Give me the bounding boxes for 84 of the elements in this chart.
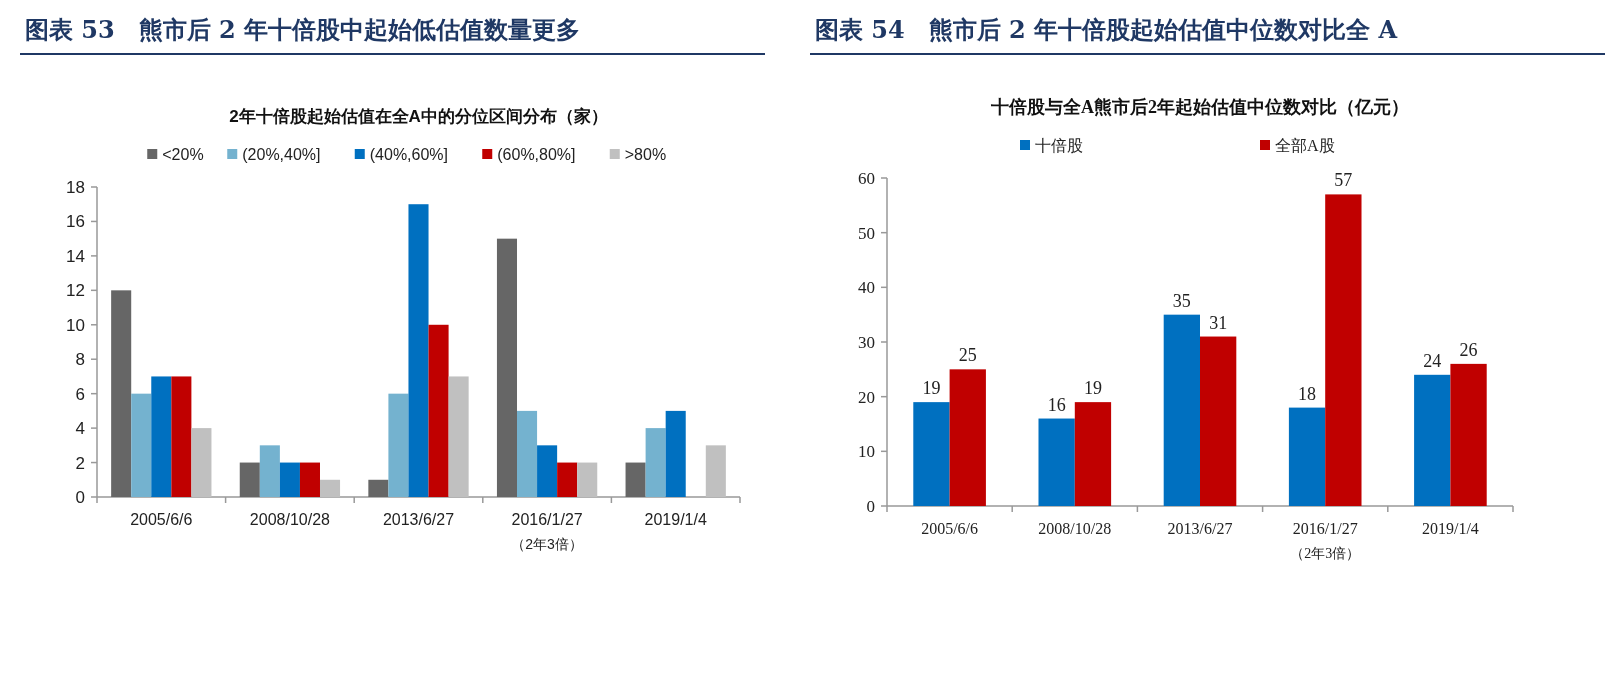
bar [1163, 314, 1200, 506]
legend-label: <20% [162, 146, 204, 163]
bar [537, 445, 558, 497]
data-label: 16 [1047, 394, 1066, 415]
bar [496, 238, 518, 497]
bar [239, 462, 260, 497]
x-tick-label: 2019/1/4 [1421, 520, 1479, 537]
y-tick-label: 0 [75, 488, 85, 507]
bar [705, 445, 726, 497]
bar [625, 462, 646, 497]
y-tick-label: 0 [866, 497, 875, 516]
x-tick-label: 2016/1/27 [511, 511, 583, 528]
bar [1414, 374, 1451, 506]
chart-subtitle: 2年十倍股起始估值在全A中的分位区间分布（家） [229, 107, 608, 126]
legend-label: (60%,80%] [497, 146, 576, 163]
x-tick-label: 2008/10/28 [1038, 520, 1112, 537]
bar [151, 376, 172, 497]
data-label: 19 [1083, 378, 1102, 399]
bar [408, 204, 429, 497]
data-label: 31 [1209, 312, 1228, 333]
bar [1200, 336, 1237, 506]
y-tick-label: 10 [66, 315, 85, 335]
x-tick-label: 2013/6/27 [1167, 520, 1233, 537]
text: （2年3倍） [511, 536, 583, 552]
y-tick-label: 2 [75, 453, 85, 473]
x-tick-label: 2008/10/28 [249, 511, 331, 528]
bar [191, 428, 212, 497]
bar [428, 324, 449, 497]
bar [1450, 363, 1487, 506]
y-tick-label: 8 [75, 350, 85, 370]
x-tick-label: 2005/6/6 [130, 511, 193, 528]
y-tick-label: 50 [858, 223, 875, 243]
data-label: 26 [1459, 339, 1478, 360]
bar [577, 462, 598, 497]
bar [645, 428, 666, 497]
y-tick-label: 14 [66, 246, 85, 266]
y-tick-label: 10 [858, 442, 875, 462]
data-label: 35 [1172, 290, 1191, 311]
bar [1074, 402, 1112, 506]
chart-title: 图表 53 熊市后 2 年十倍股中起始低估值数量更多 [25, 15, 581, 44]
y-tick-label: 60 [858, 169, 875, 188]
legend-label: (40%,60%] [369, 146, 449, 163]
x-tick-label: 2013/6/27 [382, 511, 455, 528]
bar [388, 393, 409, 497]
legend-label: (20%,40%] [242, 146, 321, 163]
bar [319, 479, 341, 497]
data-label: 19 [922, 378, 941, 399]
data-label: 25 [958, 345, 977, 366]
y-tick-label: 16 [66, 212, 85, 232]
bar [279, 462, 300, 497]
bar [1038, 418, 1075, 506]
bar [368, 479, 389, 497]
y-tick-label: 40 [858, 278, 875, 298]
chart-subtitle: 十倍股与全A熊市后2年起始估值中位数对比（亿元） [990, 97, 1409, 117]
bar [171, 376, 192, 497]
legend-label: 十倍股 [1035, 137, 1083, 154]
bar [517, 410, 538, 497]
bar [299, 462, 320, 497]
bar [665, 410, 686, 497]
y-tick-label: 30 [858, 333, 875, 352]
data-label: 24 [1423, 350, 1442, 371]
bar [1288, 407, 1326, 506]
bar [259, 445, 280, 497]
legend-label: >80% [624, 146, 667, 163]
y-tick-label: 12 [66, 281, 85, 301]
bar [111, 290, 132, 497]
chart-title: 图表 54 熊市后 2 年十倍股起始估值中位数对比全 A [815, 15, 1398, 44]
bar [448, 376, 469, 497]
y-tick-label: 4 [75, 419, 85, 439]
x-tick-label: 2005/6/6 [921, 520, 979, 537]
legend-label: 全部A股 [1275, 137, 1335, 154]
bar [1325, 194, 1362, 506]
data-label: 18 [1298, 383, 1317, 404]
bar [949, 369, 986, 506]
data-label: 57 [1334, 170, 1353, 191]
x-tick-label: 2019/1/4 [644, 511, 707, 528]
text: （2年3倍） [1290, 546, 1361, 561]
y-tick-label: 20 [858, 387, 875, 407]
bar [131, 393, 152, 497]
y-tick-label: 6 [75, 384, 85, 404]
y-tick-label: 18 [66, 178, 85, 197]
x-tick-label: 2016/1/27 [1292, 520, 1358, 537]
bar [557, 462, 578, 497]
bar [913, 402, 950, 506]
